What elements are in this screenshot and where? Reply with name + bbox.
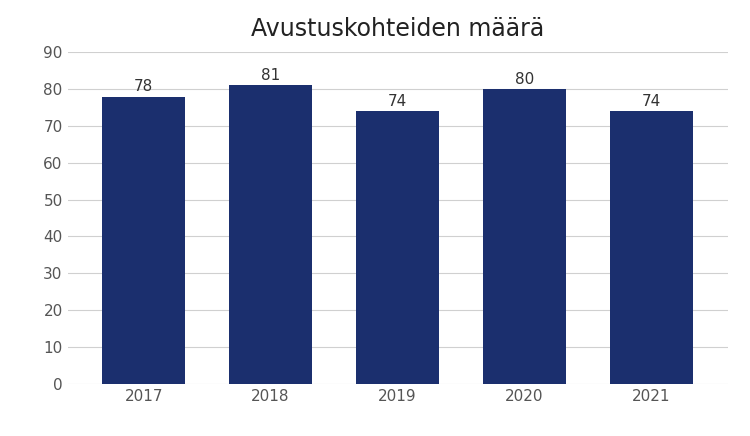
Text: 78: 78 <box>134 79 153 94</box>
Bar <box>483 89 566 384</box>
Text: 74: 74 <box>388 94 407 109</box>
Text: 80: 80 <box>514 72 534 87</box>
Bar <box>610 111 692 384</box>
Bar <box>356 111 439 384</box>
Text: 81: 81 <box>261 68 280 83</box>
Bar <box>103 96 185 384</box>
Bar <box>230 85 312 384</box>
Title: Avustuskohteiden määrä: Avustuskohteiden määrä <box>251 17 544 41</box>
Text: 74: 74 <box>642 94 661 109</box>
